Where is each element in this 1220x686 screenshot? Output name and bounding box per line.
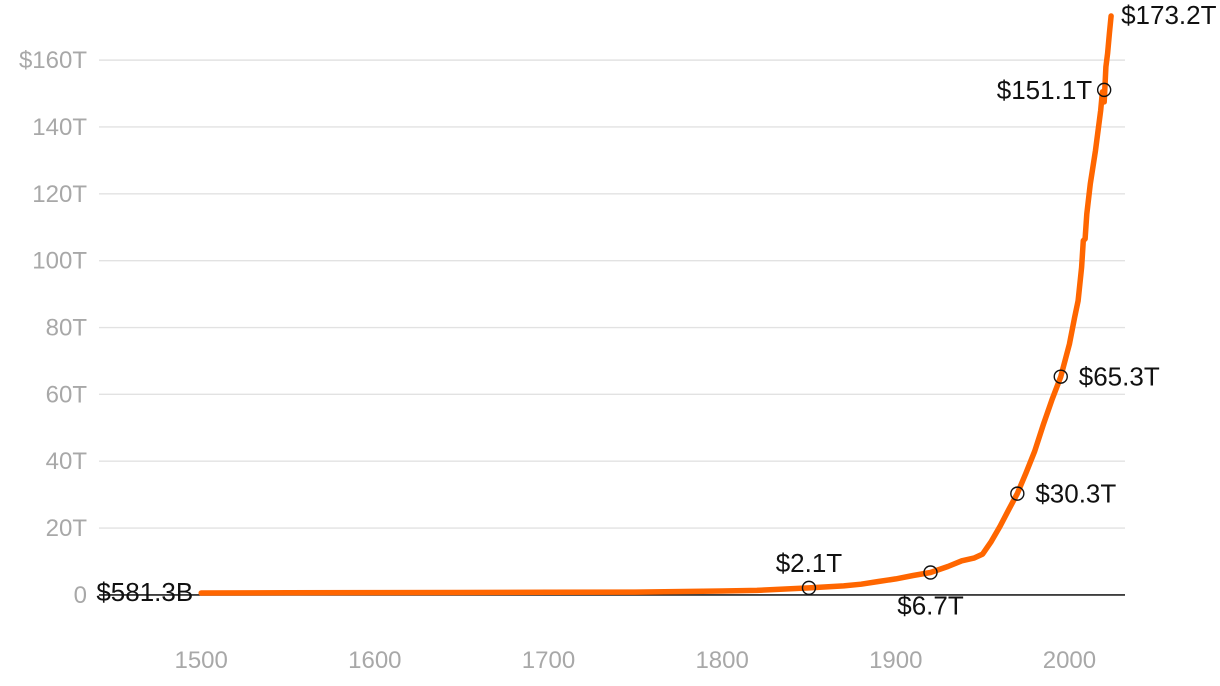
x-axis-ticks: 1500 1600 1700 1800 1900 2000: [174, 647, 1096, 674]
annotation-marker: [1010, 486, 1025, 501]
x-tick-label: 1800: [695, 647, 748, 674]
annotation-label: $65.3T: [1079, 362, 1160, 392]
annotation-marker: [1096, 82, 1112, 98]
annotation-label: $173.2T: [1121, 0, 1217, 30]
gridlines: [99, 59, 1125, 529]
annotation-label: $151.1T: [997, 75, 1093, 105]
y-tick-label: 140T: [32, 114, 87, 141]
annotation-marker: [1053, 369, 1068, 384]
annotation-label: $30.3T: [1035, 479, 1116, 509]
y-tick-label: 20T: [46, 515, 88, 542]
series-line: [198, 13, 1114, 596]
annotation-marker: [801, 580, 817, 596]
annotation-marker: [923, 565, 938, 580]
y-tick-label: 100T: [32, 248, 87, 275]
y-tick-label: 80T: [46, 315, 88, 342]
annotation-label: $6.7T: [897, 591, 964, 621]
annotation-label: $2.1T: [776, 548, 843, 578]
y-tick-label: 60T: [46, 381, 88, 408]
x-tick-label: 1700: [522, 647, 575, 674]
x-tick-label: 1600: [348, 647, 401, 674]
x-tick-label: 2000: [1043, 647, 1096, 674]
x-tick-label: 1500: [174, 647, 227, 674]
annotation-label: $581.3B: [96, 577, 193, 607]
y-axis-ticks: 0 20T 40T 60T 80T 100T 120T 140T $160T: [19, 47, 87, 609]
data-annotations: $581.3B $2.1T $6.7T $30.3T $65.3T $151.1T $173…: [96, 0, 1216, 620]
y-tick-label: 0: [74, 582, 87, 609]
y-tick-label: 120T: [32, 181, 87, 208]
x-tick-label: 1900: [869, 647, 922, 674]
y-tick-label: 40T: [46, 448, 88, 475]
y-tick-label: $160T: [19, 47, 87, 74]
